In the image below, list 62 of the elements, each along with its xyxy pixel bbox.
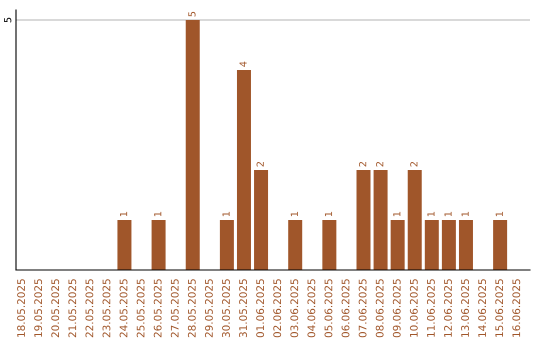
data-label: 1 (290, 212, 298, 216)
x-tick-label: 27.05.2025 (170, 279, 179, 338)
data-label: 2 (256, 162, 264, 167)
bar (356, 170, 371, 270)
data-label: 1 (427, 212, 434, 216)
data-label: 2 (410, 162, 418, 167)
bar (408, 170, 422, 270)
x-tick-label: 10.06.2025 (410, 279, 418, 337)
bar (322, 220, 336, 270)
data-label: 1 (496, 212, 503, 216)
x-tick-label: 11.06.2025 (426, 279, 435, 337)
bar (390, 220, 405, 270)
data-label: 2 (376, 162, 384, 167)
bar (236, 70, 251, 270)
data-label: 1 (120, 212, 128, 216)
bar (374, 170, 388, 270)
x-tick-label: 13.06.2025 (461, 279, 469, 337)
bar (152, 220, 166, 270)
data-label: 1 (444, 212, 452, 216)
x-tick-label: 03.06.2025 (290, 279, 298, 338)
bar (254, 170, 268, 270)
x-tick-label: 14.06.2025 (478, 279, 486, 337)
x-tick-label: 09.06.2025 (392, 279, 401, 338)
x-tick-label: 04.06.2025 (307, 279, 316, 338)
bar (288, 220, 302, 270)
x-tick-label: 06.06.2025 (342, 279, 350, 338)
x-tick-label: 02.06.2025 (273, 279, 282, 338)
x-tick-label: 22.05.2025 (85, 279, 94, 338)
bar (220, 220, 234, 270)
data-label: 4 (240, 62, 247, 67)
x-tick-label: 16.06.2025 (512, 279, 520, 337)
x-tick-label: 01.06.2025 (256, 279, 264, 338)
data-label: 1 (154, 212, 162, 216)
x-tick-label: 08.06.2025 (376, 279, 384, 338)
x-tick-label: 19.05.2025 (34, 279, 42, 337)
x-tick-label: 18.05.2025 (17, 279, 25, 337)
x-tick-label: 24.05.2025 (120, 279, 128, 338)
x-tick-label: 21.05.2025 (68, 279, 76, 338)
data-label: 1 (324, 212, 332, 216)
bar (117, 220, 132, 270)
x-tick-label: 28.05.2025 (188, 279, 196, 338)
bar (458, 220, 473, 270)
bar (493, 220, 508, 270)
x-tick-label: 07.06.2025 (358, 279, 367, 338)
bar (442, 220, 456, 270)
x-tick-label: 29.05.2025 (204, 279, 213, 338)
x-tick-label: 20.05.2025 (51, 279, 60, 338)
bar (186, 20, 200, 270)
x-tick-label: 26.05.2025 (154, 279, 162, 338)
data-label: 1 (393, 212, 400, 216)
data-label: 5 (188, 12, 196, 16)
x-tick-label: 23.05.2025 (102, 279, 110, 338)
bar (424, 220, 439, 270)
data-label: 2 (358, 162, 366, 167)
data-label: 1 (462, 212, 469, 216)
x-tick-label: 12.06.2025 (444, 279, 452, 337)
x-tick-label: 05.06.2025 (324, 279, 332, 338)
x-tick-label: 15.06.2025 (495, 279, 504, 337)
data-label: 1 (222, 212, 230, 216)
x-tick-label: 25.05.2025 (136, 279, 145, 338)
x-tick-label: 30.05.2025 (222, 279, 230, 338)
x-tick-label: 31.05.2025 (239, 279, 247, 338)
